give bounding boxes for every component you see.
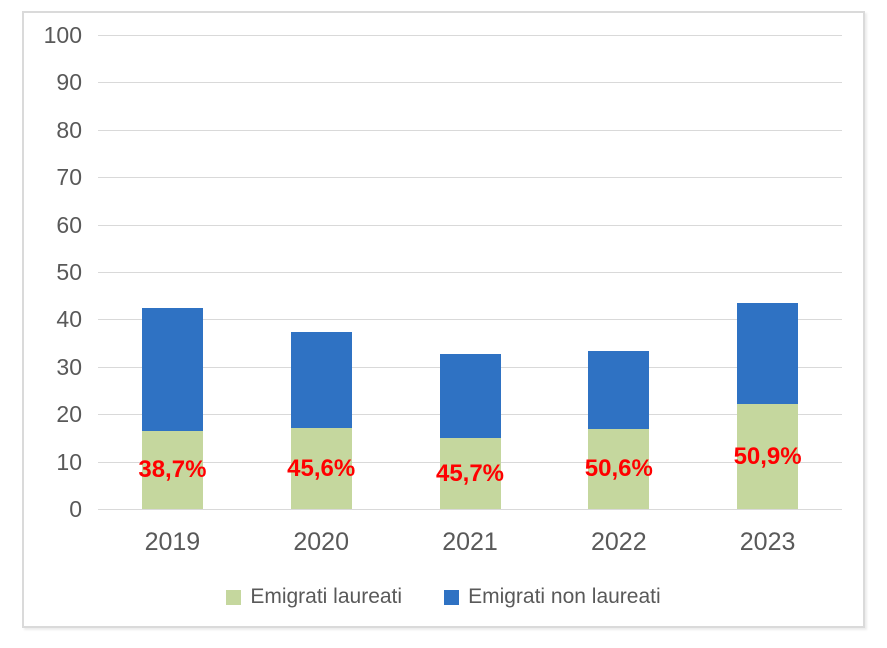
y-tick-label: 60 bbox=[56, 211, 82, 238]
chart-container: 2019 2020 2021 2022 2023 Emigrati laureati E… bbox=[22, 11, 865, 628]
bar-segment-non-laureati bbox=[290, 332, 352, 429]
x-tick-label: 2021 bbox=[442, 528, 498, 556]
y-tick-label: 80 bbox=[56, 116, 82, 143]
gridline bbox=[98, 35, 842, 36]
y-tick-label: 40 bbox=[56, 306, 82, 333]
y-tick-label: 90 bbox=[56, 69, 82, 96]
y-tick-label: 100 bbox=[43, 22, 82, 48]
bar-percent-label: 50,9% bbox=[733, 442, 802, 470]
legend-label-laureati: Emigrati laureati bbox=[250, 585, 403, 608]
bar-segment-laureati bbox=[737, 404, 799, 509]
y-tick-label: 20 bbox=[56, 401, 82, 428]
gridline bbox=[98, 82, 842, 84]
y-tick-label: 30 bbox=[56, 353, 82, 380]
legend-item-laureati: Emigrati laureati bbox=[226, 585, 402, 609]
y-tick-label: 0 bbox=[69, 496, 82, 522]
gridline bbox=[98, 509, 842, 510]
bar-segment-laureati bbox=[588, 428, 650, 509]
legend-label-non-laureati: Emigrati non laureati bbox=[468, 585, 661, 608]
y-tick-label: 70 bbox=[56, 164, 82, 191]
gridline bbox=[98, 177, 842, 179]
bar-segment-non-laureati bbox=[439, 354, 501, 439]
bar-segment-laureati bbox=[439, 438, 501, 509]
x-tick-label: 2020 bbox=[293, 528, 349, 556]
x-tick-label: 2023 bbox=[739, 528, 796, 556]
bar-segment-non-laureati bbox=[737, 303, 799, 405]
gridline bbox=[98, 129, 842, 131]
legend: Emigrati laureati Emigrati non laureati bbox=[24, 585, 863, 609]
bar-segment-non-laureati bbox=[588, 350, 650, 429]
x-tick-label: 2019 bbox=[144, 528, 201, 556]
y-tick-label: 50 bbox=[56, 259, 82, 285]
bar-segment-non-laureati bbox=[141, 308, 203, 432]
gridline bbox=[98, 319, 842, 321]
gridline bbox=[98, 224, 842, 226]
legend-item-non-laureati: Emigrati non laureati bbox=[444, 585, 661, 609]
bar-percent-label: 45,6% bbox=[287, 454, 356, 482]
bar-segment-laureati bbox=[141, 431, 203, 509]
legend-swatch-laureati-icon bbox=[226, 589, 242, 605]
bar-percent-label: 38,7% bbox=[138, 456, 207, 484]
bar-percent-label: 45,7% bbox=[435, 459, 505, 487]
y-tick-label: 10 bbox=[56, 448, 82, 475]
x-tick-label: 2022 bbox=[590, 528, 647, 556]
bar-percent-label: 50,6% bbox=[584, 454, 653, 482]
legend-swatch-non-laureati-icon bbox=[444, 589, 460, 605]
gridline bbox=[98, 272, 842, 273]
bar-segment-laureati bbox=[290, 428, 352, 509]
